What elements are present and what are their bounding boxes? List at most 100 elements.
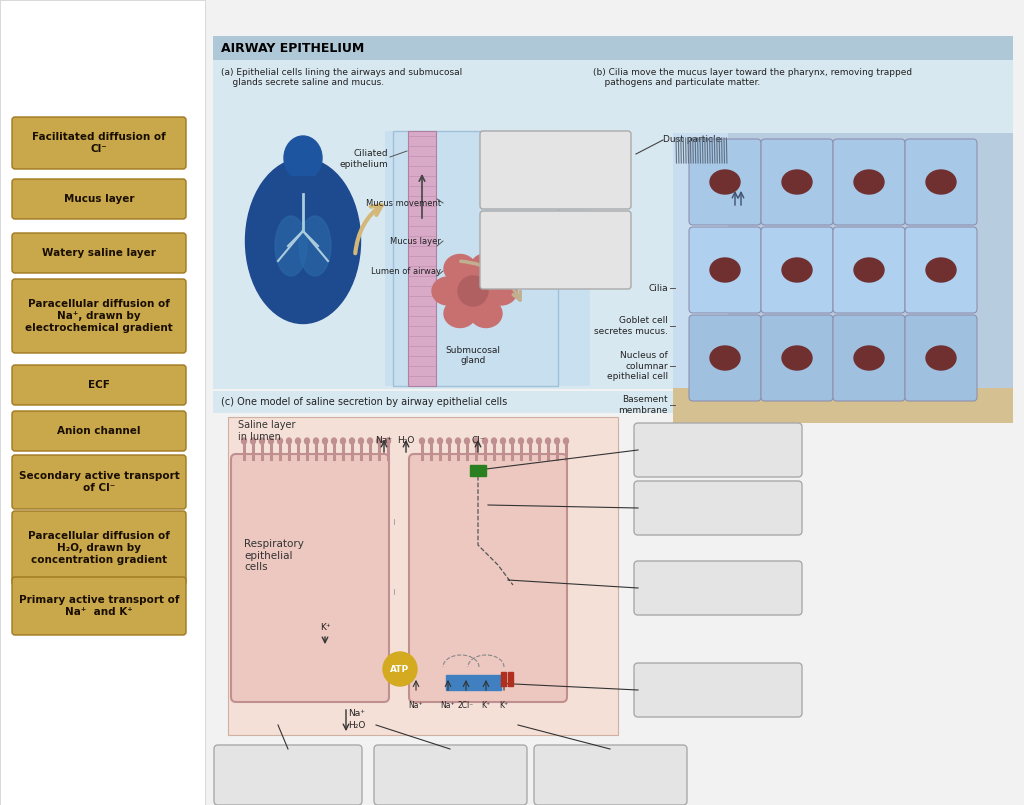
FancyBboxPatch shape xyxy=(480,131,631,209)
FancyBboxPatch shape xyxy=(761,139,833,225)
Ellipse shape xyxy=(385,438,390,444)
Circle shape xyxy=(383,652,417,686)
Text: K⁺: K⁺ xyxy=(481,701,490,710)
FancyBboxPatch shape xyxy=(12,511,186,585)
Ellipse shape xyxy=(432,277,464,305)
Text: ATP: ATP xyxy=(390,664,410,674)
Text: Submucosal
gland: Submucosal gland xyxy=(445,346,501,365)
Text: Goblet cell
secretes mucus.: Goblet cell secretes mucus. xyxy=(594,316,668,336)
Text: H₂O: H₂O xyxy=(348,721,366,730)
Ellipse shape xyxy=(296,438,300,444)
Text: AIRWAY EPITHELIUM: AIRWAY EPITHELIUM xyxy=(221,42,365,55)
Ellipse shape xyxy=(926,258,956,282)
FancyBboxPatch shape xyxy=(634,663,802,717)
FancyBboxPatch shape xyxy=(761,227,833,313)
Ellipse shape xyxy=(854,258,884,282)
Ellipse shape xyxy=(284,136,322,180)
Text: Primary active transport of
Na⁺  and K⁺: Primary active transport of Na⁺ and K⁺ xyxy=(18,595,179,617)
FancyBboxPatch shape xyxy=(833,315,905,401)
Ellipse shape xyxy=(313,438,318,444)
FancyBboxPatch shape xyxy=(480,211,631,289)
Ellipse shape xyxy=(710,258,740,282)
Ellipse shape xyxy=(485,277,517,305)
Ellipse shape xyxy=(332,438,337,444)
Circle shape xyxy=(458,276,488,306)
FancyBboxPatch shape xyxy=(12,455,186,509)
FancyBboxPatch shape xyxy=(833,227,905,313)
Ellipse shape xyxy=(473,438,478,444)
Bar xyxy=(673,133,1013,423)
Text: Saline layer
in lumen: Saline layer in lumen xyxy=(238,420,296,442)
Text: (c) One model of saline secretion by airway epithelial cells: (c) One model of saline secretion by air… xyxy=(221,397,507,407)
FancyBboxPatch shape xyxy=(12,179,186,219)
Text: Mucus layer: Mucus layer xyxy=(63,194,134,204)
FancyBboxPatch shape xyxy=(12,365,186,405)
FancyBboxPatch shape xyxy=(634,561,802,615)
Ellipse shape xyxy=(510,438,514,444)
Text: ECF: ECF xyxy=(88,380,110,390)
Text: Respiratory
epithelial
cells: Respiratory epithelial cells xyxy=(244,539,304,572)
Ellipse shape xyxy=(492,438,497,444)
FancyBboxPatch shape xyxy=(12,279,186,353)
FancyArrowPatch shape xyxy=(355,205,382,254)
Text: Watery saline layer: Watery saline layer xyxy=(42,248,156,258)
Bar xyxy=(213,36,1013,60)
Ellipse shape xyxy=(555,438,559,444)
FancyBboxPatch shape xyxy=(761,315,833,401)
Ellipse shape xyxy=(428,438,433,444)
FancyBboxPatch shape xyxy=(214,745,362,805)
Ellipse shape xyxy=(527,438,532,444)
Ellipse shape xyxy=(268,438,273,444)
Ellipse shape xyxy=(349,438,354,444)
Text: K⁺: K⁺ xyxy=(319,623,331,632)
Text: Na⁺: Na⁺ xyxy=(348,709,365,718)
Ellipse shape xyxy=(358,438,364,444)
Bar xyxy=(673,133,728,388)
Ellipse shape xyxy=(242,438,247,444)
Bar xyxy=(393,131,558,386)
Bar xyxy=(673,388,1013,423)
Ellipse shape xyxy=(251,438,256,444)
Text: Dust particle: Dust particle xyxy=(663,134,721,143)
Text: (b) Cilia move the mucus layer toward the pharynx, removing trapped
    pathogen: (b) Cilia move the mucus layer toward th… xyxy=(593,68,912,88)
Text: Ciliated
epithelium: Ciliated epithelium xyxy=(339,149,388,169)
FancyBboxPatch shape xyxy=(905,227,977,313)
Text: Mucus layer: Mucus layer xyxy=(390,237,441,246)
Ellipse shape xyxy=(563,438,568,444)
Ellipse shape xyxy=(278,438,283,444)
Text: Paracellular diffusion of
Na⁺, drawn by
electrochemical gradient: Paracellular diffusion of Na⁺, drawn by … xyxy=(26,299,173,332)
Ellipse shape xyxy=(368,438,373,444)
Text: Anion channel: Anion channel xyxy=(57,426,140,436)
Ellipse shape xyxy=(926,170,956,194)
Ellipse shape xyxy=(246,159,360,324)
Bar xyxy=(213,391,1013,413)
FancyBboxPatch shape xyxy=(12,577,186,635)
FancyBboxPatch shape xyxy=(634,481,802,535)
Ellipse shape xyxy=(782,346,812,370)
FancyBboxPatch shape xyxy=(689,315,761,401)
Ellipse shape xyxy=(304,438,309,444)
FancyBboxPatch shape xyxy=(231,454,389,702)
Bar xyxy=(501,672,506,686)
Ellipse shape xyxy=(275,216,307,276)
Ellipse shape xyxy=(710,170,740,194)
Bar xyxy=(508,672,513,686)
Ellipse shape xyxy=(259,438,264,444)
Text: Na⁺: Na⁺ xyxy=(409,701,423,710)
FancyBboxPatch shape xyxy=(409,454,567,702)
Ellipse shape xyxy=(782,170,812,194)
Ellipse shape xyxy=(710,346,740,370)
Ellipse shape xyxy=(377,438,382,444)
Ellipse shape xyxy=(444,254,476,283)
Text: Facilitated diffusion of
Cl⁻: Facilitated diffusion of Cl⁻ xyxy=(32,132,166,154)
Ellipse shape xyxy=(444,299,476,328)
FancyBboxPatch shape xyxy=(12,233,186,273)
FancyBboxPatch shape xyxy=(689,227,761,313)
Ellipse shape xyxy=(287,438,292,444)
Ellipse shape xyxy=(537,438,542,444)
Text: Paracellular diffusion of
H₂O, drawn by
concentration gradient: Paracellular diffusion of H₂O, drawn by … xyxy=(28,531,170,564)
Text: (a) Epithelial cells lining the airways and submucosal
    glands secrete saline: (a) Epithelial cells lining the airways … xyxy=(221,68,462,88)
Text: Nucleus of
columnar
epithelial cell: Nucleus of columnar epithelial cell xyxy=(607,351,668,381)
Text: Mucus movement: Mucus movement xyxy=(366,199,441,208)
Ellipse shape xyxy=(420,438,425,444)
